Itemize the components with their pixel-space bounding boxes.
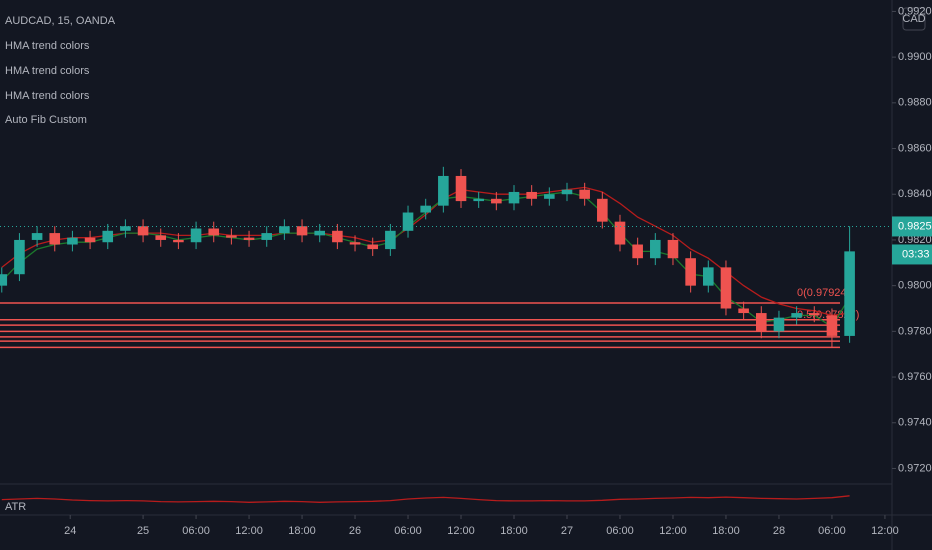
candle-body	[561, 189, 573, 195]
candle-body	[84, 237, 96, 243]
candle-body	[332, 230, 343, 243]
candle-body	[14, 239, 25, 275]
candle-body	[491, 198, 502, 204]
indicator-label: HMA trend colors	[5, 65, 90, 77]
last-price-label: 0.98259	[898, 220, 932, 232]
candle-body	[102, 230, 114, 243]
candle-body	[614, 221, 626, 245]
candle-body	[738, 308, 749, 314]
y-tick-label: 0.99200	[898, 5, 932, 17]
x-tick-label: 12:00	[235, 525, 263, 537]
candle-body	[755, 313, 767, 332]
candle-body	[402, 212, 414, 231]
candle-body	[808, 313, 820, 316]
candle-body	[473, 198, 484, 202]
candle-body	[508, 191, 520, 204]
x-tick-label: 06:00	[606, 525, 634, 537]
currency-button[interactable]	[902, 7, 926, 31]
candle-body	[314, 230, 326, 236]
candle-body	[438, 175, 449, 206]
countdown-label: 03:33	[902, 248, 930, 260]
x-tick-label: 28	[773, 525, 785, 537]
candle-body	[261, 233, 273, 240]
last-price-box	[892, 216, 932, 237]
candle-body	[826, 315, 838, 336]
atr-label: ATR	[5, 501, 26, 513]
candle-body	[650, 239, 661, 259]
candle-body	[773, 317, 785, 332]
countdown-box	[892, 244, 932, 265]
candle-body	[155, 235, 167, 240]
candle-body	[703, 267, 714, 286]
atr-line	[1, 495, 850, 503]
candle-body	[190, 228, 202, 243]
candle-body	[296, 226, 308, 236]
candle-body	[385, 230, 396, 250]
candle-body	[667, 239, 679, 259]
candle-body	[0, 274, 8, 286]
x-tick-label: 12:00	[659, 525, 687, 537]
symbol: AUDCAD, 15, OANDA	[5, 15, 116, 27]
indicator-label: Auto Fib Custom	[5, 114, 87, 126]
candle-body	[579, 189, 590, 199]
candle-body	[226, 235, 237, 238]
indicator-label: HMA trend colors	[5, 90, 90, 102]
candle-body	[597, 198, 608, 222]
candle-body	[685, 258, 696, 286]
fib-label: 0(0.97924)	[797, 287, 850, 299]
candle-body	[120, 226, 131, 231]
candle-body	[544, 194, 555, 199]
candle-body	[243, 237, 255, 240]
x-tick-label: 18:00	[288, 525, 316, 537]
x-tick-label: 12:00	[447, 525, 475, 537]
candle-body	[67, 237, 78, 245]
x-tick-label: 06:00	[394, 525, 422, 537]
candle-body	[137, 226, 149, 236]
candle-body	[791, 313, 802, 318]
x-tick-label: 18:00	[712, 525, 740, 537]
candle-body	[49, 233, 61, 245]
candle-body	[31, 233, 43, 240]
x-tick-label: 18:00	[500, 525, 528, 537]
x-tick-label: 27	[561, 525, 573, 537]
x-tick-label: 26	[349, 525, 361, 537]
candle-body	[720, 267, 732, 309]
candle-body	[173, 239, 184, 243]
x-tick-label: 06:00	[182, 525, 210, 537]
candle-body	[455, 175, 467, 202]
x-tick-label: 25	[137, 525, 149, 537]
indicator-label: HMA trend colors	[5, 40, 90, 52]
x-tick-label: 12:00	[871, 525, 899, 537]
candle-body	[420, 205, 431, 213]
candle-body	[632, 244, 643, 259]
candle-body	[208, 228, 220, 236]
candle-body	[844, 251, 855, 336]
candle-body	[367, 244, 378, 250]
x-tick-label: 06:00	[818, 525, 846, 537]
candle-body	[526, 191, 537, 199]
candle-body	[279, 226, 290, 234]
currency-button-label[interactable]: CAD	[902, 13, 925, 25]
candle-body	[349, 242, 361, 245]
x-tick-label: 24	[64, 525, 76, 537]
